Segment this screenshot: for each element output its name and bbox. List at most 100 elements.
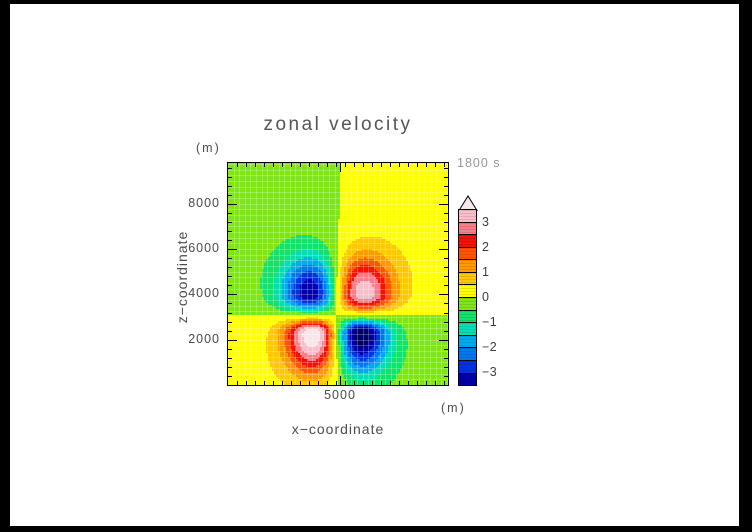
tick-mark <box>228 231 232 232</box>
tick-mark <box>255 381 256 385</box>
colorbar-label: 3 <box>482 214 490 229</box>
time-label: 1800 s <box>457 156 501 170</box>
tick-mark <box>228 303 232 304</box>
plot-area <box>227 162 449 386</box>
tick-mark <box>327 163 328 167</box>
colorbar-box <box>459 323 476 336</box>
tick-mark <box>444 168 448 169</box>
tick-mark <box>291 381 292 385</box>
tick-mark <box>291 163 292 167</box>
colorbar-box <box>459 310 476 324</box>
tick-mark <box>381 163 382 167</box>
tick-mark <box>228 186 232 187</box>
contour-canvas <box>228 163 448 385</box>
z-tick-label: 4000 <box>188 286 220 300</box>
tick-mark <box>444 258 448 259</box>
tick-mark <box>444 367 448 368</box>
tick-mark <box>444 322 448 323</box>
colorbar-box <box>459 348 476 361</box>
tick-mark <box>444 195 448 196</box>
x-axis-title: x−coordinate <box>291 421 385 437</box>
tick-mark <box>390 163 391 167</box>
tick-mark <box>399 163 400 167</box>
tick-mark <box>439 204 448 205</box>
colorbar-box <box>459 222 476 236</box>
tick-mark <box>444 331 448 332</box>
colorbar-box <box>459 335 476 349</box>
colorbar-label: 0 <box>482 289 490 304</box>
colorbar-box <box>459 285 476 299</box>
tick-mark <box>417 163 418 167</box>
colorbar-box <box>459 210 476 223</box>
colorbar-box <box>459 247 476 261</box>
tick-mark <box>228 285 232 286</box>
z-tick-label: 6000 <box>188 241 220 255</box>
colorbar-box <box>459 272 476 286</box>
tick-mark <box>228 331 232 332</box>
tick-mark <box>381 381 382 385</box>
tick-mark <box>282 163 283 167</box>
tick-mark <box>228 222 232 223</box>
tick-mark <box>426 163 427 167</box>
tick-mark <box>228 294 237 295</box>
tick-mark <box>300 163 301 167</box>
tick-mark <box>327 381 328 385</box>
tick-mark <box>417 381 418 385</box>
tick-mark <box>444 349 448 350</box>
tick-mark <box>435 381 436 385</box>
tick-mark <box>336 381 337 385</box>
tick-mark <box>444 303 448 304</box>
tick-mark <box>228 240 232 241</box>
tick-mark <box>300 381 301 385</box>
colorbar <box>458 209 477 386</box>
tick-mark <box>354 163 355 167</box>
tick-mark <box>318 163 319 167</box>
tick-mark <box>318 381 319 385</box>
tick-mark <box>237 381 238 385</box>
tick-mark <box>255 163 256 167</box>
tick-mark <box>345 163 346 167</box>
tick-mark <box>336 163 337 167</box>
tick-mark <box>444 276 448 277</box>
tick-mark <box>444 177 448 178</box>
tick-mark <box>435 163 436 167</box>
tick-mark <box>390 381 391 385</box>
tick-mark <box>340 376 341 385</box>
tick-mark <box>237 163 238 167</box>
tick-mark <box>444 376 448 377</box>
tick-mark <box>354 381 355 385</box>
tick-mark <box>228 213 232 214</box>
tick-mark <box>345 381 346 385</box>
tick-mark <box>444 267 448 268</box>
tick-mark <box>228 276 232 277</box>
tick-mark <box>228 177 232 178</box>
tick-mark <box>228 204 237 205</box>
tick-mark <box>439 249 448 250</box>
tick-mark <box>439 340 448 341</box>
colorbar-label: −3 <box>482 364 498 379</box>
tick-mark <box>228 249 237 250</box>
colorbar-label: 2 <box>482 239 490 254</box>
tick-mark <box>228 376 232 377</box>
tick-mark <box>228 367 232 368</box>
colorbar-box <box>459 235 476 248</box>
plot-title: zonal velocity <box>263 114 413 135</box>
tick-mark <box>444 213 448 214</box>
x-axis-unit: (m) <box>441 401 466 415</box>
tick-mark <box>444 163 445 167</box>
tick-mark <box>309 163 310 167</box>
tick-mark <box>408 163 409 167</box>
tick-mark <box>264 381 265 385</box>
tick-mark <box>246 163 247 167</box>
tick-mark <box>444 240 448 241</box>
tick-mark <box>444 285 448 286</box>
tick-mark <box>363 163 364 167</box>
colorbar-box <box>459 298 476 311</box>
tick-mark <box>426 381 427 385</box>
tick-mark <box>444 358 448 359</box>
colorbar-box <box>459 360 476 374</box>
tick-mark <box>372 381 373 385</box>
tick-mark <box>439 294 448 295</box>
tick-mark <box>228 358 232 359</box>
